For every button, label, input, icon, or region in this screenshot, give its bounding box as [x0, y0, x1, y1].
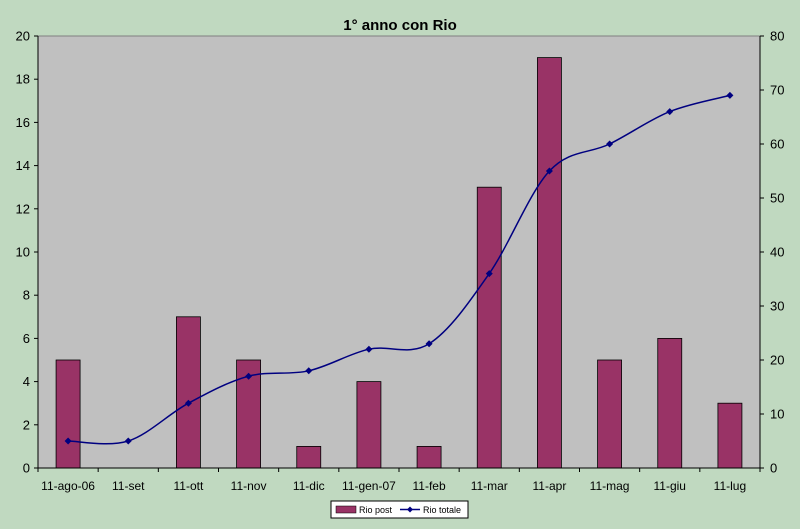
left-axis: 0 2 4 6 8 10 12 14 16 18 20: [16, 29, 39, 476]
bar-11-apr: [537, 57, 562, 469]
left-tick-label: 10: [16, 245, 30, 260]
right-tick-label: 0: [770, 461, 777, 476]
left-tick-label: 4: [23, 374, 30, 389]
x-tick-label: 11-feb: [413, 479, 446, 493]
left-tick-label: 20: [16, 29, 30, 44]
bar-11-ott: [176, 316, 201, 469]
bar-11-ago-06: [55, 359, 81, 469]
left-tick-label: 14: [16, 158, 30, 173]
x-tick-label: 11-dic: [293, 479, 325, 493]
right-tick-label: 30: [770, 299, 784, 314]
right-tick-label: 50: [770, 191, 784, 206]
left-tick-label: 18: [16, 72, 30, 87]
left-tick-label: 8: [23, 288, 30, 303]
right-tick-label: 70: [770, 83, 784, 98]
right-tick-label: 40: [770, 245, 784, 260]
x-tick-label: 11-lug: [714, 479, 746, 493]
point-11-ago-06: [64, 437, 72, 445]
point-11-mar: [485, 270, 493, 278]
right-axis: 0 10 20 30 40 50 60 70 80: [759, 29, 784, 476]
right-tick-label: 20: [770, 353, 784, 368]
point-11-gen-07: [365, 345, 373, 353]
legend-swatch-rio-post: [335, 505, 357, 514]
x-tick-label: 11-giu: [654, 479, 686, 493]
point-11-nov: [245, 372, 253, 380]
right-tick-label: 80: [770, 29, 784, 44]
point-11-mag: [606, 140, 614, 148]
bar-11-mag: [597, 359, 622, 469]
x-tick-label: 11-ott: [174, 479, 204, 493]
line-group: [64, 91, 734, 445]
x-tick-label: 11-nov: [231, 479, 267, 493]
x-axis: 11-ago-06 11-set 11-ott 11-nov 11-dic 11-gen-…: [37, 467, 761, 493]
point-11-lug: [726, 91, 734, 99]
legend-marker-rio-totale: [407, 506, 413, 513]
legend-box: [330, 500, 469, 519]
bars-group: [55, 57, 743, 469]
x-tick-label: 11-gen-07: [342, 479, 396, 493]
x-tick-label: 11-apr: [533, 479, 567, 493]
legend-label-rio-totale: Rio totale: [423, 505, 461, 515]
left-tick-label: 2: [23, 417, 30, 432]
left-tick-label: 6: [23, 331, 30, 346]
x-tick-label: 11-mag: [590, 479, 630, 493]
left-tick-label: 0: [23, 461, 30, 476]
point-11-dic: [305, 367, 313, 375]
bar-11-feb: [416, 445, 442, 469]
legend: Rio post Rio totale: [330, 500, 469, 519]
bar-11-gen-07: [356, 381, 382, 469]
x-tick-label: 11-set: [112, 479, 145, 493]
x-tick-label: 11-mar: [471, 479, 508, 493]
left-tick-label: 16: [16, 115, 30, 130]
point-11-giu: [666, 108, 674, 116]
bar-11-giu: [657, 337, 683, 469]
right-tick-label: 60: [770, 137, 784, 152]
legend-label-rio-post: Rio post: [359, 505, 393, 515]
bar-11-lug: [717, 402, 743, 469]
left-tick-label: 12: [16, 201, 30, 216]
point-11-feb: [425, 340, 433, 348]
point-11-ott: [184, 399, 192, 407]
bar-11-mar: [476, 186, 502, 469]
point-11-set: [124, 437, 132, 445]
chart-title: 1° anno con Rio: [343, 17, 457, 34]
right-tick-label: 10: [770, 407, 784, 422]
bar-11-dic: [296, 445, 322, 469]
point-11-apr: [545, 167, 553, 175]
plot-area: [37, 35, 761, 469]
x-tick-label: 11-ago-06: [41, 479, 95, 493]
